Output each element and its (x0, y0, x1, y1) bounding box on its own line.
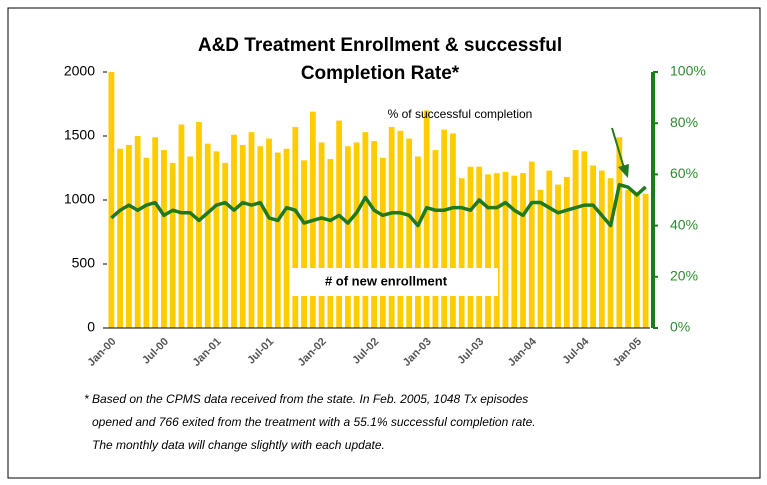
bar (283, 148, 290, 328)
label-box (292, 268, 498, 296)
bar (458, 178, 465, 328)
bar (213, 151, 220, 328)
bar (274, 152, 281, 328)
bar (336, 120, 342, 328)
bar (327, 159, 334, 328)
y2-tick-label: 100% (670, 63, 706, 79)
bar (126, 144, 132, 328)
bar (187, 156, 194, 328)
bar (117, 148, 124, 328)
bar (625, 189, 631, 328)
bar (222, 162, 229, 328)
bar (397, 130, 404, 328)
bar (485, 174, 491, 328)
bar (152, 137, 159, 328)
bar (476, 166, 483, 328)
bar (204, 143, 211, 328)
chart-title: A&D Treatment Enrollment & successful (198, 35, 562, 56)
y-tick-label: 2000 (64, 63, 95, 79)
bar (616, 137, 623, 328)
chart-title: Completion Rate* (301, 63, 460, 84)
bar (546, 170, 553, 328)
bar (511, 175, 518, 328)
bar (642, 193, 649, 328)
bar (537, 189, 544, 328)
y-tick-label: 1000 (64, 191, 95, 207)
footnote: * Based on the CPMS data received from t… (84, 392, 528, 406)
bar (450, 133, 456, 328)
bar (572, 150, 579, 328)
bar (379, 157, 386, 328)
bar (633, 192, 640, 328)
bar (169, 162, 176, 328)
bar (590, 165, 596, 328)
bar (353, 142, 360, 328)
bar (266, 138, 272, 328)
bar (467, 166, 474, 328)
bar (239, 144, 246, 328)
bar (415, 156, 421, 328)
y2-tick-label: 60% (670, 165, 698, 181)
bar (134, 136, 141, 328)
y2-tick-label: 40% (670, 216, 698, 232)
bar (108, 72, 115, 328)
bar (301, 160, 307, 328)
bar (161, 150, 167, 328)
bar (563, 176, 570, 328)
bar (248, 132, 255, 328)
bar (581, 151, 588, 328)
bar (231, 134, 237, 328)
bar (607, 178, 614, 328)
bar (318, 142, 325, 328)
y-tick-label: 1500 (64, 127, 95, 143)
bar (441, 129, 448, 328)
bar (362, 132, 369, 328)
bar (423, 110, 430, 329)
y2-tick-label: 80% (670, 114, 698, 130)
arrow-head (618, 164, 629, 178)
bar (432, 150, 439, 328)
series-label: # of new enrollment (325, 273, 448, 288)
bar (502, 171, 509, 328)
y2-tick-label: 0% (670, 319, 690, 335)
bar (528, 161, 535, 328)
bar (520, 173, 526, 328)
footnote: opened and 766 exited from the treatment… (92, 415, 536, 429)
footnote: The monthly data will change slightly wi… (92, 438, 385, 452)
bar (388, 127, 395, 328)
bar (257, 146, 264, 328)
line (110, 182, 647, 228)
bar (371, 141, 378, 328)
bar (143, 157, 150, 328)
bar (598, 170, 605, 328)
bar (178, 124, 185, 328)
series-label: % of successful completion (388, 107, 533, 121)
y2-tick-label: 20% (670, 268, 698, 284)
arrow (611, 127, 625, 169)
bar (555, 184, 561, 328)
bar (344, 146, 351, 328)
bar (493, 173, 500, 328)
bar (292, 127, 299, 328)
bar (196, 121, 202, 328)
y-tick-label: 500 (72, 255, 96, 271)
y-tick-label: 0 (87, 319, 95, 335)
bar (406, 138, 413, 328)
